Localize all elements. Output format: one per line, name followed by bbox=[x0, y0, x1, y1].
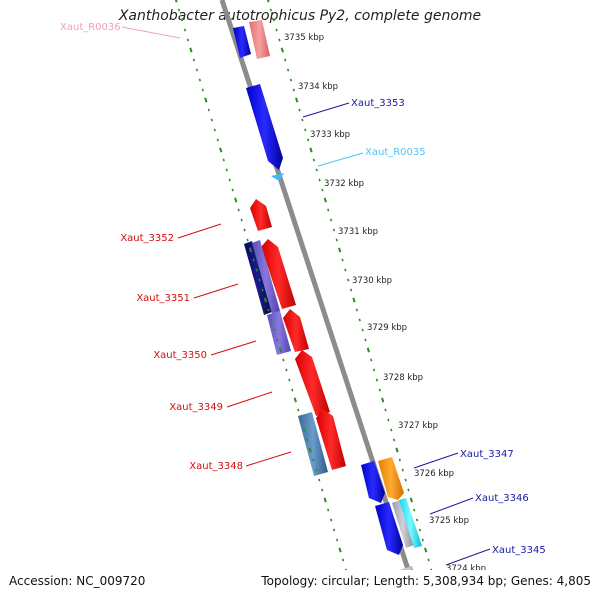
connector-xaut-3350 bbox=[210, 340, 257, 356]
kbp-tick-label: 3733 kbp bbox=[310, 130, 350, 140]
gene-label[interactable]: Xaut_3349 bbox=[169, 402, 223, 413]
gene-label[interactable]: Xaut_3353 bbox=[351, 98, 405, 109]
gene-label[interactable]: Xaut_3352 bbox=[120, 233, 174, 244]
gene-xaut-3351-shadow[interactable] bbox=[252, 240, 280, 314]
gene-label[interactable]: Xaut_R0036 bbox=[60, 22, 121, 33]
connector-xaut-3353 bbox=[302, 102, 350, 118]
connector-xaut-3345 bbox=[445, 548, 491, 566]
gene-label[interactable]: Xaut_3351 bbox=[136, 293, 190, 304]
gene-xaut-3346[interactable] bbox=[392, 500, 414, 548]
kbp-tick-label: 3734 kbp bbox=[298, 82, 338, 92]
kbp-tick-label: 3732 kbp bbox=[324, 179, 364, 189]
gene-xaut-3349[interactable] bbox=[295, 350, 330, 416]
kbp-tick-label: 3724 kbp bbox=[446, 564, 486, 570]
gene-xaut-3346-arrow[interactable] bbox=[375, 502, 403, 555]
gene-xaut-r0036-fragment[interactable] bbox=[233, 26, 251, 58]
gene-label[interactable]: Xaut_3348 bbox=[189, 461, 243, 472]
gene-xaut-3350-partner[interactable] bbox=[267, 311, 291, 355]
kbp-tick-label: 3728 kbp bbox=[383, 373, 423, 383]
gene-label[interactable]: Xaut_R0035 bbox=[365, 147, 426, 158]
kbp-tick-label: 3729 kbp bbox=[367, 323, 407, 333]
gene-label[interactable]: Xaut_3350 bbox=[153, 350, 207, 361]
rna-xaut-r0036[interactable] bbox=[249, 20, 270, 59]
gene-xaut-3346-partner[interactable] bbox=[399, 498, 422, 548]
accession-text: Accession: NC_009720 bbox=[9, 574, 146, 588]
tick-rows bbox=[174, 0, 433, 570]
kbp-tick-label: 3735 kbp bbox=[284, 33, 324, 43]
gene-xaut-3348[interactable] bbox=[316, 409, 346, 470]
connector-xaut-3346 bbox=[429, 497, 474, 515]
gene-xaut-3347-arrow[interactable] bbox=[361, 461, 385, 503]
gene-xaut-3351-partner[interactable] bbox=[244, 241, 272, 315]
connector-xaut-3348 bbox=[245, 451, 292, 467]
gene-xaut-3347[interactable] bbox=[378, 457, 404, 500]
kbp-tick-label: 3726 kbp bbox=[414, 469, 454, 479]
connector-xaut-3349 bbox=[226, 391, 273, 408]
kbp-tick-label: 3730 kbp bbox=[352, 276, 392, 286]
tick-row-inner bbox=[174, 0, 347, 570]
gene-xaut-3351[interactable] bbox=[261, 239, 296, 309]
gene-label[interactable]: Xaut_3345 bbox=[492, 545, 546, 556]
gene-xaut-3350[interactable] bbox=[283, 309, 309, 352]
gene-xaut-3353[interactable] bbox=[246, 84, 283, 170]
gene-xaut-3352[interactable] bbox=[250, 199, 272, 231]
connector-xaut-3347 bbox=[413, 452, 459, 469]
connector-xaut-r0036 bbox=[121, 26, 181, 39]
gene-xaut-3348-partner[interactable] bbox=[298, 412, 328, 476]
connector-xaut-3351 bbox=[193, 283, 239, 299]
gene-label[interactable]: Xaut_3346 bbox=[475, 493, 529, 504]
connector-xaut-3352 bbox=[177, 223, 222, 239]
gene-xaut-3345[interactable] bbox=[400, 566, 416, 570]
genome-map-canvas: 3735 kbp 3734 kbp 3733 kbp 3732 kbp 3731 kbp… bbox=[60, 0, 546, 570]
rna-xaut-r0035[interactable] bbox=[271, 173, 284, 181]
genome-title: Xanthobacter autotrophicus Py2, complete… bbox=[118, 8, 482, 24]
kbp-tick-label: 3731 kbp bbox=[338, 227, 378, 237]
genome-summary-text: Topology: circular; Length: 5,308,934 bp… bbox=[261, 574, 591, 588]
kbp-tick-labels: 3735 kbp 3734 kbp 3733 kbp 3732 kbp 3731 kbp… bbox=[284, 33, 486, 570]
connector-xaut-r0035 bbox=[317, 152, 364, 167]
gene-track bbox=[233, 20, 422, 570]
kbp-tick-label: 3725 kbp bbox=[429, 516, 469, 526]
kbp-tick-label: 3727 kbp bbox=[398, 421, 438, 431]
gene-labels: Xaut_R0036 Xaut_3353 Xaut_R0035 Xaut_3352 Xa… bbox=[60, 22, 546, 556]
label-connectors bbox=[121, 26, 491, 566]
gene-label[interactable]: Xaut_3347 bbox=[460, 449, 514, 460]
tick-row-outer bbox=[266, 0, 433, 570]
